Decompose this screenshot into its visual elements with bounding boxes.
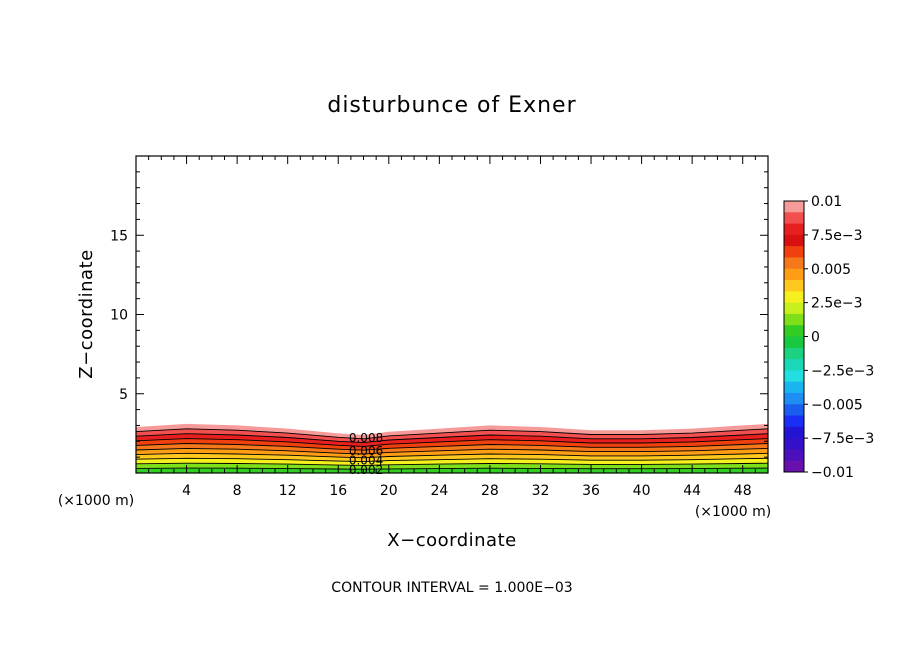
x-tick-label: 44 (683, 483, 701, 499)
x-tick-label: 4 (182, 483, 191, 499)
colorbar-swatch (784, 392, 804, 405)
colorbar-swatch (784, 325, 804, 337)
x-tick-label: 32 (532, 483, 550, 499)
colorbar: 0.01 7.5e−3 0.005 2.5e−3 0 −2.5e−3 −0.005 −7.5e… (783, 194, 874, 481)
contour-line-layer (136, 428, 768, 470)
x-tick-label: 40 (633, 483, 651, 499)
colorbar-tick-label: 0 (811, 330, 820, 346)
contour-line (136, 428, 768, 440)
colorbar-swatch (784, 268, 804, 281)
y-axis-label: Z−coordinate (76, 249, 97, 378)
contour-line (136, 462, 768, 466)
colorbar-tick-label: −0.005 (811, 397, 863, 413)
colorbar-swatch (784, 438, 804, 450)
colorbar-swatch (784, 291, 804, 304)
colorbar-swatch (784, 415, 804, 428)
colorbar-swatch (784, 336, 804, 349)
y-tick-label: 5 (119, 387, 128, 403)
x-unit-label: (×1000 m) (695, 504, 771, 520)
colorbar-tick-label: 2.5e−3 (811, 296, 863, 312)
y-tick-label: 15 (110, 228, 128, 244)
colorbar-tick-label: −0.01 (811, 465, 854, 481)
x-tick-label: 16 (329, 483, 347, 499)
x-tick-label: 8 (233, 483, 242, 499)
contour-band (136, 433, 768, 447)
colorbar-swatch (784, 460, 804, 473)
contour-band (136, 428, 768, 443)
colorbar-swatch (784, 201, 804, 213)
y-tick-label: 10 (110, 308, 128, 324)
colorbar-swatch (784, 223, 804, 236)
x-tick-label: 48 (734, 483, 752, 499)
colorbar-swatch (784, 404, 804, 416)
contour-band (136, 438, 768, 451)
contour-line (136, 438, 768, 447)
x-tick-label: 36 (582, 483, 600, 499)
colorbar-swatch (784, 370, 804, 383)
colorbar-swatch (784, 212, 804, 224)
colorbar-swatch (784, 234, 804, 247)
colorbar-tick-label: 0.01 (811, 194, 842, 210)
contour-line (136, 452, 768, 459)
colorbar-tick-label: −7.5e−3 (811, 431, 874, 447)
contour-fill-layer (136, 423, 768, 473)
contour-label: 0.008 (349, 431, 383, 445)
x-axis-label: X−coordinate (387, 530, 516, 551)
colorbar-swatch (784, 347, 804, 360)
contour-band (136, 423, 768, 439)
contour-label: 0.006 (349, 444, 383, 458)
colorbar-swatch (784, 257, 804, 270)
colorbar-swatch (784, 302, 804, 315)
contour-label: 0.002 (349, 463, 383, 477)
contour-line (136, 457, 768, 463)
x-tick-label: 28 (481, 483, 499, 499)
x-tick-label: 20 (380, 483, 398, 499)
colorbar-swatch (784, 313, 804, 326)
x-tick-label: 24 (430, 483, 448, 499)
contour-line (136, 433, 768, 444)
contour-label: 0.004 (349, 453, 383, 467)
colorbar-tick-label: −2.5e−3 (811, 363, 874, 379)
colorbar-swatch (784, 280, 804, 292)
colorbar-swatch (784, 449, 804, 462)
colorbar-swatch (784, 381, 804, 394)
contour-line (136, 443, 768, 451)
y-axis-ticks: 5 10 15 (110, 155, 768, 474)
contour-interval-note: CONTOUR INTERVAL = 1.000E−03 (331, 580, 572, 596)
contour-line (136, 447, 768, 455)
x-axis-ticks: 4 8 12 16 20 24 28 32 36 40 44 48 (135, 156, 769, 499)
colorbar-swatch (784, 359, 804, 371)
colorbar-tick-label: 0.005 (811, 262, 851, 278)
colorbar-swatch (784, 426, 804, 439)
colorbar-tick-label: 7.5e−3 (811, 228, 863, 244)
x-tick-label: 12 (279, 483, 297, 499)
chart-title: disturbunce of Exner (327, 93, 576, 118)
z-unit-label: (×1000 m) (58, 493, 134, 509)
colorbar-swatch (784, 246, 804, 258)
